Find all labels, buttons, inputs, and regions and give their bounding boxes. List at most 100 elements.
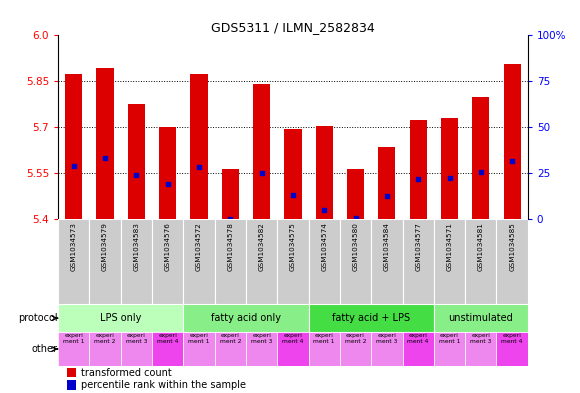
- Bar: [277, 219, 309, 305]
- Text: protocol: protocol: [18, 313, 57, 323]
- Bar: [371, 332, 403, 366]
- Bar: [284, 129, 302, 219]
- Bar: [159, 127, 176, 219]
- Bar: [121, 219, 152, 305]
- Point: [163, 181, 172, 187]
- Bar: [58, 219, 89, 305]
- Bar: [403, 332, 434, 366]
- Bar: [316, 126, 333, 219]
- Text: experi
ment 1: experi ment 1: [63, 333, 85, 344]
- Bar: [472, 97, 490, 219]
- Point: [320, 207, 329, 213]
- Text: fatty acid only: fatty acid only: [211, 313, 281, 323]
- Text: GSM1034581: GSM1034581: [478, 222, 484, 270]
- Text: experi
ment 2: experi ment 2: [94, 333, 116, 344]
- Bar: [253, 84, 270, 219]
- Point: [132, 172, 141, 178]
- Point: [69, 162, 78, 169]
- Bar: [434, 332, 465, 366]
- Bar: [309, 332, 340, 366]
- Point: [257, 170, 266, 176]
- Text: experi
ment 3: experi ment 3: [251, 333, 272, 344]
- Bar: [183, 332, 215, 366]
- Bar: [89, 332, 121, 366]
- Point: [508, 158, 517, 164]
- Bar: [496, 332, 528, 366]
- Bar: [503, 64, 521, 219]
- Bar: [222, 169, 239, 219]
- Bar: [403, 219, 434, 305]
- Bar: [465, 332, 496, 366]
- Bar: [371, 219, 403, 305]
- Text: experi
ment 4: experi ment 4: [157, 333, 178, 344]
- Point: [100, 155, 110, 161]
- Bar: [67, 368, 76, 377]
- Text: experi
ment 1: experi ment 1: [438, 333, 461, 344]
- Text: GSM1034580: GSM1034580: [353, 222, 358, 270]
- Point: [226, 216, 235, 222]
- Text: GSM1034576: GSM1034576: [165, 222, 171, 270]
- Title: GDS5311 / ILMN_2582834: GDS5311 / ILMN_2582834: [211, 21, 375, 34]
- Text: GSM1034584: GSM1034584: [384, 222, 390, 270]
- Point: [445, 174, 454, 181]
- Text: LPS only: LPS only: [100, 313, 142, 323]
- Text: experi
ment 2: experi ment 2: [345, 333, 367, 344]
- Bar: [190, 73, 208, 219]
- Bar: [96, 68, 114, 219]
- Bar: [347, 169, 364, 219]
- Text: GSM1034574: GSM1034574: [321, 222, 327, 270]
- Bar: [183, 305, 309, 332]
- Text: transformed count: transformed count: [81, 367, 171, 378]
- Text: experi
ment 4: experi ment 4: [282, 333, 303, 344]
- Bar: [441, 118, 458, 219]
- Text: experi
ment 4: experi ment 4: [502, 333, 523, 344]
- Point: [351, 215, 360, 222]
- Bar: [215, 332, 246, 366]
- Text: experi
ment 1: experi ment 1: [313, 333, 335, 344]
- Text: experi
ment 1: experi ment 1: [188, 333, 210, 344]
- Text: GSM1034575: GSM1034575: [290, 222, 296, 270]
- Bar: [378, 147, 396, 219]
- Text: experi
ment 4: experi ment 4: [408, 333, 429, 344]
- Bar: [128, 104, 145, 219]
- Text: GSM1034582: GSM1034582: [259, 222, 264, 270]
- Bar: [409, 119, 427, 219]
- Text: experi
ment 3: experi ment 3: [376, 333, 397, 344]
- Point: [288, 191, 298, 198]
- Bar: [309, 219, 340, 305]
- Bar: [58, 332, 89, 366]
- Text: GSM1034572: GSM1034572: [196, 222, 202, 270]
- Text: GSM1034578: GSM1034578: [227, 222, 233, 270]
- Bar: [58, 305, 183, 332]
- Bar: [340, 219, 371, 305]
- Bar: [121, 332, 152, 366]
- Bar: [215, 219, 246, 305]
- Point: [382, 193, 392, 199]
- Bar: [434, 219, 465, 305]
- Bar: [340, 332, 371, 366]
- Text: unstimulated: unstimulated: [448, 313, 513, 323]
- Text: GSM1034573: GSM1034573: [71, 222, 77, 270]
- Text: experi
ment 3: experi ment 3: [470, 333, 491, 344]
- Bar: [67, 380, 76, 390]
- Bar: [434, 305, 528, 332]
- Point: [194, 164, 204, 170]
- Text: GSM1034585: GSM1034585: [509, 222, 515, 270]
- Text: GSM1034579: GSM1034579: [102, 222, 108, 270]
- Text: other: other: [31, 344, 57, 354]
- Text: fatty acid + LPS: fatty acid + LPS: [332, 313, 410, 323]
- Bar: [309, 305, 434, 332]
- Bar: [152, 219, 183, 305]
- Bar: [246, 219, 277, 305]
- Text: GSM1034571: GSM1034571: [447, 222, 452, 270]
- Bar: [65, 73, 82, 219]
- Bar: [152, 332, 183, 366]
- Bar: [277, 332, 309, 366]
- Point: [476, 169, 485, 175]
- Text: GSM1034577: GSM1034577: [415, 222, 421, 270]
- Bar: [496, 219, 528, 305]
- Text: experi
ment 2: experi ment 2: [219, 333, 241, 344]
- Bar: [465, 219, 496, 305]
- Text: experi
ment 3: experi ment 3: [126, 333, 147, 344]
- Text: percentile rank within the sample: percentile rank within the sample: [81, 380, 245, 390]
